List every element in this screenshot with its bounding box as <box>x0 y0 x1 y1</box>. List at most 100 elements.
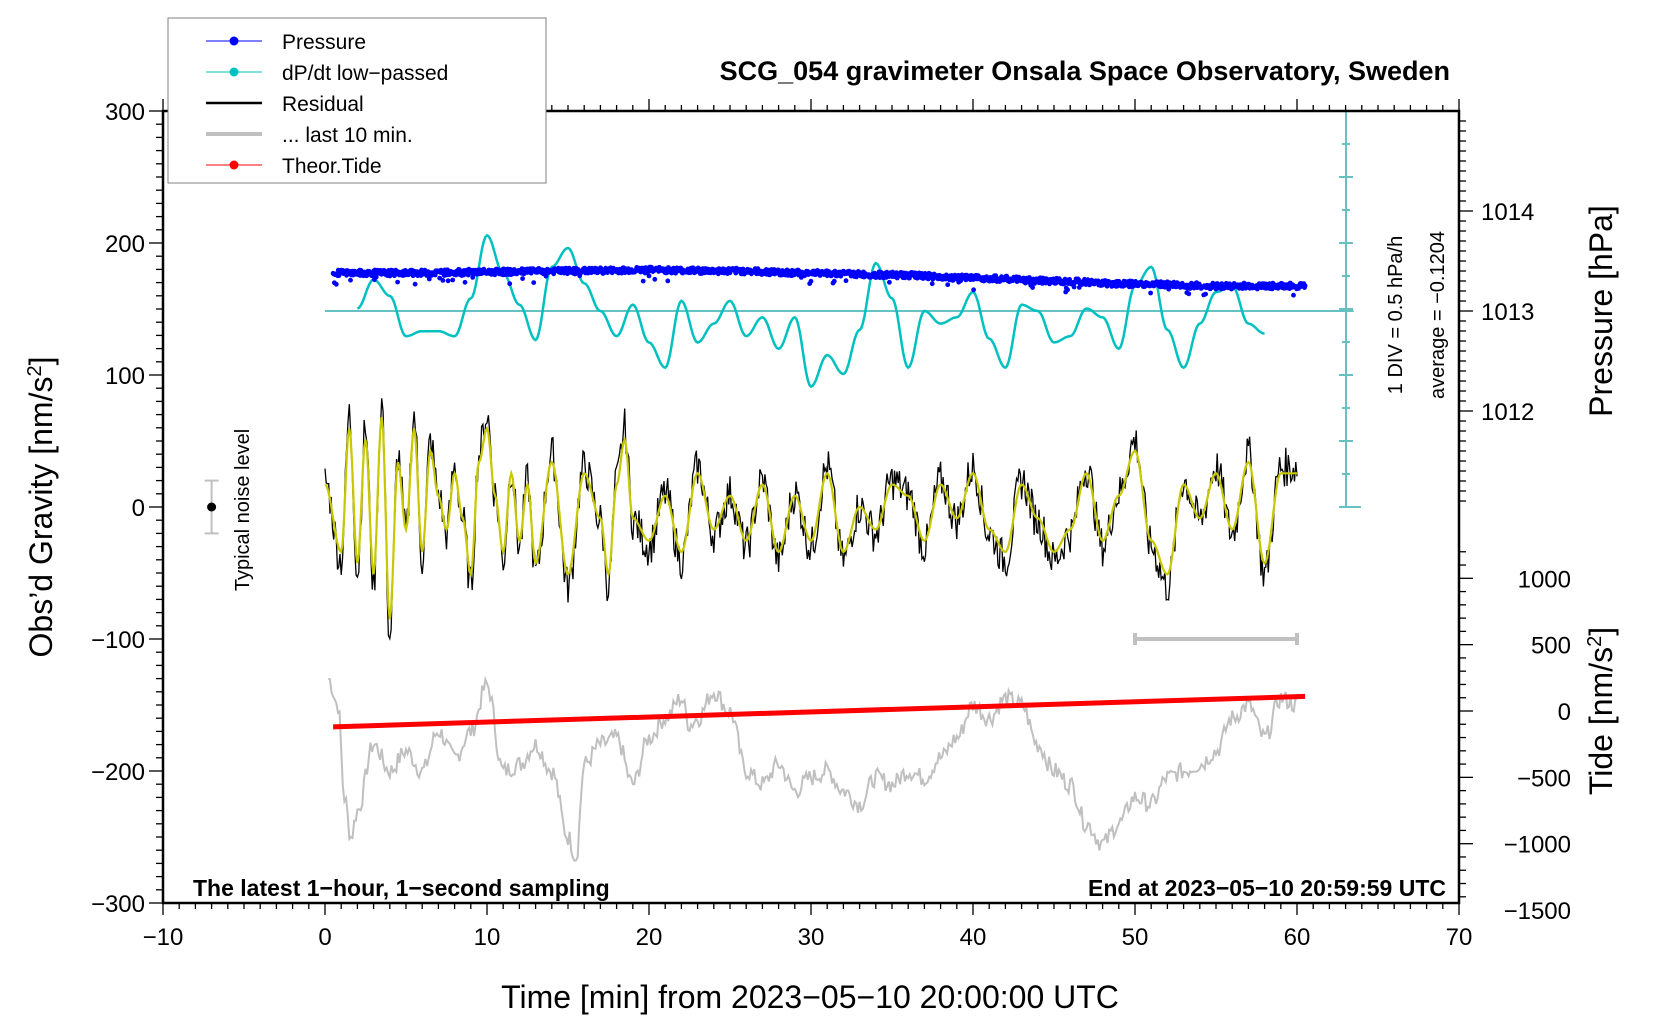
pressure-point <box>652 276 658 282</box>
x-tick-label: 50 <box>1122 924 1149 951</box>
series-residual-line <box>324 398 1298 641</box>
y-left-tick-label: −300 <box>91 891 145 918</box>
pressure-point <box>971 287 976 293</box>
y-left-tick-label: 100 <box>105 363 145 390</box>
legend-label: ... last 10 min. <box>282 124 413 147</box>
tide-tick-label: −500 <box>1517 765 1571 792</box>
tide-tick-label: 1000 <box>1518 566 1571 593</box>
legend-entry: Residual <box>206 93 364 116</box>
pressure-point <box>1148 290 1153 296</box>
pressure-point <box>1203 291 1208 297</box>
pressure-point <box>1065 287 1070 293</box>
tide-tick-label: 0 <box>1558 699 1571 726</box>
pressure-point <box>507 281 513 287</box>
legend-entry: ... last 10 min. <box>206 124 413 147</box>
y-left-axis-title-main: Obs’d Gravity [nm/s <box>23 377 59 658</box>
pressure-point <box>831 278 837 284</box>
pressure-point <box>531 280 537 285</box>
pressure-tick-label: 1012 <box>1481 399 1534 426</box>
y-left-tick-label: 300 <box>105 99 145 126</box>
dpdt-scale-label: 1 DIV = 0.5 hPa/h <box>1385 236 1407 394</box>
tide-axis-title-sup: 2 <box>1584 636 1606 647</box>
pressure-point <box>387 273 393 279</box>
tide-tick-label: −1500 <box>1504 898 1571 925</box>
series-last-10-min-line <box>327 675 1298 862</box>
axes-layer: −10 0 10 20 30 40 50 60 703002001000−100−200−300… <box>91 99 1571 951</box>
pressure-point <box>462 279 468 285</box>
legend-swatch-dot <box>229 36 239 46</box>
tide-tick-label: 500 <box>1531 633 1571 660</box>
pressure-point <box>843 278 849 284</box>
pressure-point <box>445 278 451 284</box>
pressure-tick-label: 1014 <box>1481 199 1534 226</box>
tide-axis-title-end: ] <box>1583 627 1619 636</box>
y-left-tick-label: −100 <box>91 627 145 654</box>
series-residual-smoothed-line <box>324 417 1297 620</box>
tide-axis-title: Tide [nm/s2] <box>1583 627 1619 795</box>
pressure-point <box>1186 291 1192 297</box>
pressure-point <box>333 281 339 287</box>
pressure-point <box>1302 283 1308 289</box>
legend-label: dP/dt low−passed <box>282 62 448 85</box>
y-left-tick-label: 200 <box>105 231 145 258</box>
pressure-point <box>665 278 671 284</box>
pressure-point <box>426 276 432 282</box>
x-tick-label: 70 <box>1446 924 1473 951</box>
legend-entry: Pressure <box>206 31 366 54</box>
pressure-point <box>520 276 525 281</box>
dpdt-average-label: average = −0.1204 <box>1427 231 1449 399</box>
legend: Pressure dP/dt low−passed Residual ... last… <box>167 17 547 184</box>
legend-swatch-dot <box>229 67 239 77</box>
y-left-axis-title: Obs’d Gravity [nm/s2] <box>23 357 59 658</box>
legend-entry: dP/dt low−passed <box>206 62 448 85</box>
plot-layer <box>204 110 1361 862</box>
pressure-point <box>945 282 951 288</box>
y-left-axis-title-sup: 2 <box>24 365 46 376</box>
legend-swatch-dot <box>229 160 239 170</box>
pressure-tick-label: 1013 <box>1481 299 1534 326</box>
legend-label: Theor.Tide <box>282 155 382 178</box>
tide-tick-label: −1000 <box>1504 832 1571 859</box>
pressure-point <box>1291 292 1296 298</box>
pressure-point <box>412 281 418 287</box>
series-pressure-points <box>330 264 1308 298</box>
pressure-point <box>1071 284 1077 290</box>
series-tide-line <box>333 693 1306 730</box>
chart-title: SCG_054 gravimeter Onsala Space Observat… <box>720 56 1450 86</box>
plot-frame <box>161 109 1461 905</box>
pressure-point <box>1062 281 1067 287</box>
pressure-point <box>887 279 892 285</box>
x-tick-label: 40 <box>960 924 987 951</box>
x-tick-label: −10 <box>143 924 184 951</box>
pressure-point <box>1104 283 1110 289</box>
legend-entry: Theor.Tide <box>206 155 382 178</box>
pressure-point <box>1030 285 1035 290</box>
pressure-point <box>543 273 549 279</box>
x-tick-label: 30 <box>798 924 825 951</box>
x-tick-label: 0 <box>318 924 331 951</box>
legend-box <box>167 17 547 184</box>
pressure-point <box>348 277 353 283</box>
annotation-end-time: End at 2023−05−10 20:59:59 UTC <box>1088 875 1446 901</box>
pressure-point <box>1187 286 1193 291</box>
pressure-point <box>450 277 456 283</box>
series-dpdt-line <box>356 233 1265 389</box>
x-axis-title: Time [min] from 2023−05−10 20:00:00 UTC <box>501 979 1119 1015</box>
noise-level-point <box>207 502 217 512</box>
legend-label: Pressure <box>282 31 366 54</box>
pressure-point <box>907 275 912 281</box>
x-tick-label: 10 <box>474 924 501 951</box>
y-left-axis-title-end: ] <box>23 357 59 366</box>
pressure-point <box>646 273 652 279</box>
x-tick-label: 60 <box>1284 924 1311 951</box>
pressure-point <box>854 274 859 280</box>
pressure-point <box>440 278 446 283</box>
pressure-point <box>640 278 646 284</box>
pressure-axis-title: Pressure [hPa] <box>1583 205 1619 417</box>
y-left-tick-label: 0 <box>132 495 145 522</box>
pressure-point <box>395 279 400 285</box>
tide-axis-title-main: Tide [nm/s <box>1583 647 1619 795</box>
pressure-point <box>929 281 935 287</box>
x-tick-label: 20 <box>636 924 663 951</box>
